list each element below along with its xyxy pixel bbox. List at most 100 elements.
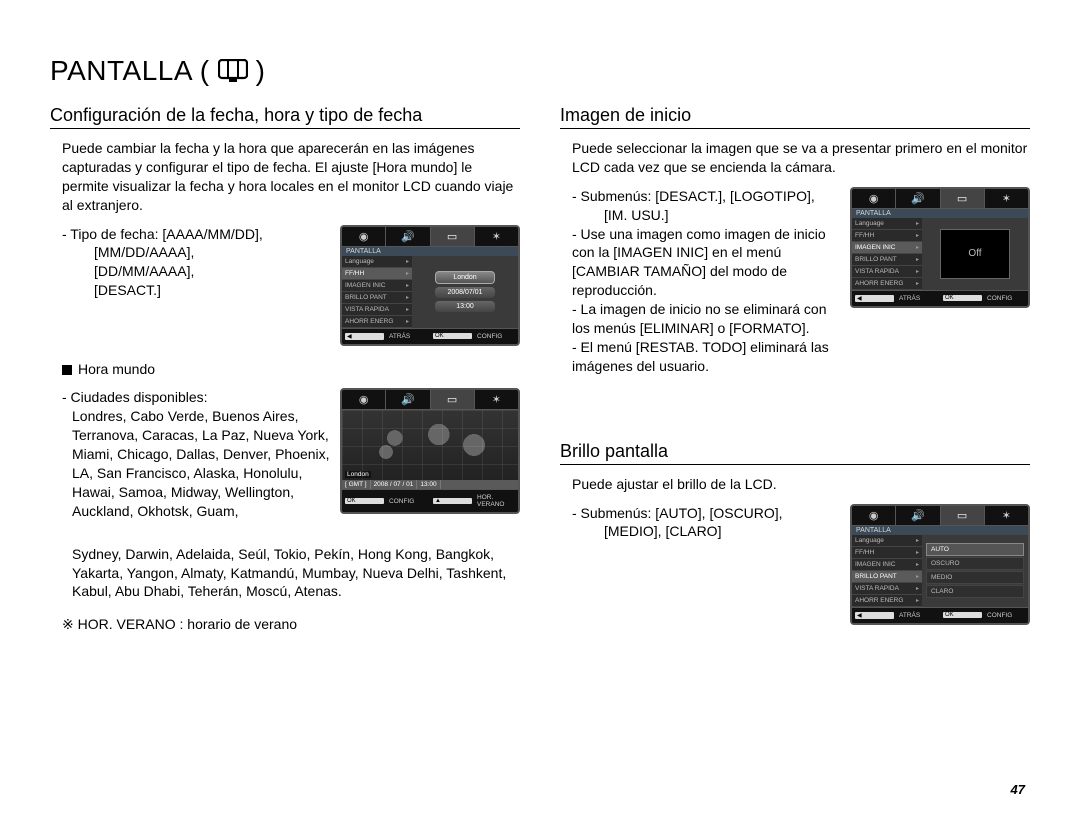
s2-b1: - Submenús: [AUTO], [OSCURO], [572,504,840,523]
lcd4-header: PANTALLA [852,526,1028,535]
cities-label: - Ciudades disponibles: [62,388,330,407]
lcd2-dst-label: HOR. VERANO [474,492,515,510]
brightness-bullets: - Submenús: [AUTO], [OSCURO], [MEDIO], [… [560,504,840,542]
date-type-3: [DD/MM/AAAA], [62,262,330,281]
lcd3-back-label: ATRÁS [896,293,937,304]
section-startimg-title: Imagen de inicio [560,105,1030,129]
map-date: 2008 / 07 / 01 [371,480,418,489]
lcd1-menu-4: VISTA RAPIDA▸ [342,304,412,316]
cities-list-1: Londres, Cabo Verde, Buenos Aires, Terra… [62,407,330,520]
title-close: ) [256,55,266,87]
lcd1-header: PANTALLA [342,247,518,256]
lcd4-menu-2: IMAGEN INIC▸ [852,559,922,571]
lcd4-menu-3: BRILLO PANT▸ [852,571,922,583]
tab-sound-icon: 🔊 [896,189,940,208]
lcd4-menu: Language▸ FF/HH▸ IMAGEN INIC▸ BRILLO PAN… [852,535,922,607]
date-type-label: - Tipo de fecha: [62,226,159,242]
display-icon [218,59,248,83]
lcd4-menu-4: VISTA RAPIDA▸ [852,583,922,595]
lcd-tabs: ◉ 🔊 ▭ ✶ [342,227,518,247]
s1-b1b: [IM. USU.] [572,206,840,225]
date-type-2: [MM/DD/AAAA], [62,243,330,262]
lcd3-menu-2: IMAGEN INIC▸ [852,242,922,254]
lcd1-field-date: 2008/07/01 [435,287,495,298]
lcd4-key-back: ◀ [855,612,894,619]
s1-b4: - El menú [RESTAB. TODO] eliminará las i… [572,338,840,376]
map-gmt: [ GMT ] [342,480,371,489]
lcd-world-map: ◉ 🔊 ▭ ✶ London [ GMT ] 2008 / 07 / 01 13… [340,388,520,514]
tab-display-icon: ▭ [941,506,985,525]
lcd4-opt-2: MEDIO [926,571,1024,584]
lcd1-key-back: ◀ [345,333,384,340]
preview-off-box: Off [940,229,1010,279]
cities-list-2: Sydney, Darwin, Adelaida, Seúl, Tokio, P… [50,545,520,602]
lcd3-menu-5: AHORR ENERG▸ [852,278,922,290]
lcd-start-image: ◉ 🔊 ▭ ✶ PANTALLA Language▸ FF/HH▸ IMAGEN… [850,187,1030,308]
left-column: Configuración de la fecha, hora y tipo d… [50,105,520,644]
s2-b1b: [MEDIO], [CLARO] [572,522,840,541]
s1-b1: - Submenús: [DESACT.], [LOGOTIPO], [572,187,840,206]
lcd2-tabs: ◉ 🔊 ▭ ✶ [342,390,518,410]
lcd1-menu-5: AHORR ENERG▸ [342,316,412,328]
tab-gear-icon: ✶ [985,189,1028,208]
lcd4-opt-3: CLARO [926,585,1024,598]
tab-display-icon: ▭ [431,227,475,246]
lcd1-menu-3: BRILLO PANT▸ [342,292,412,304]
dst-note: ※ HOR. VERANO : horario de verano [50,615,520,634]
lcd3-key-ok: OK [943,295,982,301]
lcd3-header: PANTALLA [852,209,1028,218]
lcd4-footer: ◀ATRÁS OKCONFIG [852,607,1028,623]
date-type-block: - Tipo de fecha: [AAAA/MM/DD], [MM/DD/AA… [50,225,330,301]
lcd-brightness: ◉ 🔊 ▭ ✶ PANTALLA Language▸ FF/HH▸ IMAGEN… [850,504,1030,625]
startimg-intro: Puede seleccionar la imagen que se va a … [560,139,1030,177]
map-time: 13:00 [417,480,440,489]
page-title: PANTALLA ( ) [50,55,1030,87]
tab-camera-icon: ◉ [342,227,386,246]
lcd1-field-city: London [435,271,495,284]
section-date-title: Configuración de la fecha, hora y tipo d… [50,105,520,129]
tab-camera-icon: ◉ [852,506,896,525]
map-info-bar: [ GMT ] 2008 / 07 / 01 13:00 [342,480,518,489]
tab-camera-icon: ◉ [342,390,386,409]
lcd2-key-ok: OK [345,498,384,504]
date-type-1: [AAAA/MM/DD], [162,226,262,242]
world-heading-row: Hora mundo [50,360,520,379]
page-number: 47 [1011,782,1025,797]
date-type-4: [DESACT.] [62,281,330,300]
lcd4-key-ok: OK [943,612,982,618]
section-brightness-title: Brillo pantalla [560,441,1030,465]
lcd1-key-ok: OK [433,333,472,339]
lcd-date-settings: ◉ 🔊 ▭ ✶ PANTALLA Language▸ FF/HH▸ IMAGEN… [340,225,520,346]
lcd3-key-back: ◀ [855,295,894,302]
lcd1-menu-1: FF/HH▸ [342,268,412,280]
lcd1-menu: Language▸ FF/HH▸ IMAGEN INIC▸ BRILLO PAN… [342,256,412,328]
tab-display-icon: ▭ [431,390,475,409]
lcd2-key-dst: ▲ [433,498,472,504]
right-column: Imagen de inicio Puede seleccionar la im… [560,105,1030,644]
world-heading: Hora mundo [78,361,155,377]
lcd2-ok-label: CONFIG [386,496,427,507]
lcd1-panel: London 2008/07/01 13:00 [412,256,518,328]
title-text: PANTALLA ( [50,55,210,87]
lcd4-panel: AUTO OSCURO MEDIO CLARO [922,535,1028,607]
tab-display-icon: ▭ [941,189,985,208]
lcd1-menu-2: IMAGEN INIC▸ [342,280,412,292]
startimg-bullets: - Submenús: [DESACT.], [LOGOTIPO], [IM. … [560,187,840,376]
lcd1-menu-0: Language▸ [342,256,412,268]
lcd4-back-label: ATRÁS [896,610,937,621]
lcd4-menu-5: AHORR ENERG▸ [852,595,922,607]
tab-gear-icon: ✶ [475,227,518,246]
lcd3-tabs: ◉ 🔊 ▭ ✶ [852,189,1028,209]
s1-b3: - La imagen de inicio no se eliminará co… [572,300,840,338]
brightness-intro: Puede ajustar el brillo de la LCD. [560,475,1030,494]
lcd2-footer: OKCONFIG ▲HOR. VERANO [342,489,518,512]
cities-block: - Ciudades disponibles: Londres, Cabo Ve… [50,388,330,520]
lcd4-opt-0: AUTO [926,543,1024,556]
lcd3-menu-0: Language▸ [852,218,922,230]
lcd4-menu-1: FF/HH▸ [852,547,922,559]
lcd3-ok-label: CONFIG [984,293,1025,304]
lcd3-menu-4: VISTA RAPIDA▸ [852,266,922,278]
lcd3-menu-1: FF/HH▸ [852,230,922,242]
tab-sound-icon: 🔊 [386,390,430,409]
lcd3-menu-3: BRILLO PANT▸ [852,254,922,266]
